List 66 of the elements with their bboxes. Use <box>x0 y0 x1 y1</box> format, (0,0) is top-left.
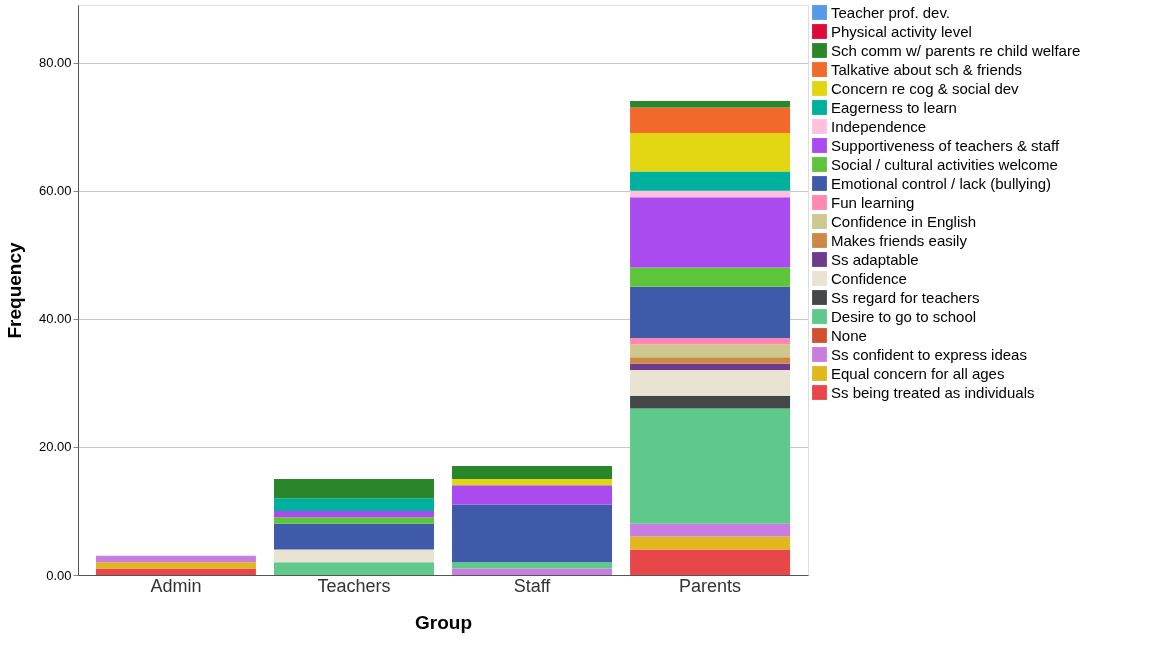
bar <box>452 562 613 569</box>
legend-label: Supportiveness of teachers & staff <box>831 136 1061 154</box>
bar <box>630 408 791 524</box>
legend-label: Makes friends easily <box>831 231 968 249</box>
bar <box>630 363 791 371</box>
bar <box>630 171 791 191</box>
y-tick-label: 40.00 <box>38 311 72 327</box>
bar <box>630 523 791 537</box>
legend-label: Desire to go to school <box>831 307 977 325</box>
bar <box>95 562 256 569</box>
bar <box>452 478 613 486</box>
legend-label: Sch comm w/ parents re child welfare <box>831 41 1081 59</box>
bar <box>630 549 791 575</box>
legend-label: Ss confident to express ideas <box>831 345 1027 363</box>
bar <box>630 107 791 134</box>
bar <box>630 190 791 198</box>
bar <box>630 267 791 287</box>
x-tick-label: Teachers <box>317 575 391 596</box>
bar <box>452 466 613 479</box>
legend-label: Ss adaptable <box>831 250 919 268</box>
bar <box>630 370 791 396</box>
x-tick-label: Admin <box>150 575 202 596</box>
bar <box>630 101 791 108</box>
legend-label: Confidence <box>831 269 907 287</box>
bar <box>630 286 791 339</box>
bar <box>95 555 256 563</box>
x-tick-label: Parents <box>679 575 742 596</box>
legend-label: Concern re cog & social dev <box>831 79 1020 97</box>
legend-label: Physical activity level <box>831 22 972 40</box>
bar <box>630 344 791 358</box>
bar <box>273 510 434 518</box>
bar <box>452 485 613 505</box>
legend-label: Independence <box>831 117 927 135</box>
bar <box>630 536 791 550</box>
x-axis-title: Group <box>415 611 472 633</box>
bar <box>95 568 256 575</box>
bar <box>630 357 791 364</box>
legend-label: Equal concern for all ages <box>831 364 1005 382</box>
legend-label: Talkative about sch & friends <box>831 60 1022 78</box>
bar <box>452 504 613 563</box>
y-tick-label: 80.00 <box>38 55 72 71</box>
x-tick-label: Staff <box>513 575 552 596</box>
y-tick-label: 0.00 <box>46 567 72 583</box>
legend-label: Teacher prof. dev. <box>831 3 950 21</box>
bar <box>273 498 434 511</box>
legend-label: Ss being treated as individuals <box>831 383 1035 401</box>
legend-label: Eagerness to learn <box>831 98 957 116</box>
legend-label: Fun learning <box>831 193 915 211</box>
y-axis-title: Frequency <box>3 242 25 339</box>
bar <box>630 197 791 268</box>
y-tick-label: 60.00 <box>38 183 72 199</box>
bar <box>630 133 791 172</box>
bar <box>273 523 434 550</box>
bar <box>630 395 791 409</box>
bar <box>630 338 791 345</box>
y-tick-label: 20.00 <box>38 439 72 455</box>
legend-label: Ss regard for teachers <box>831 288 980 306</box>
bar <box>273 517 434 524</box>
legend-label: Emotional control / lack (bullying) <box>831 174 1052 192</box>
bar <box>273 562 434 575</box>
bar <box>452 568 613 575</box>
legend-label: Social / cultural activities welcome <box>831 155 1058 173</box>
bar <box>273 478 434 499</box>
legend-label: None <box>831 326 867 344</box>
bar <box>273 549 434 563</box>
legend-label: Confidence in English <box>831 212 977 230</box>
